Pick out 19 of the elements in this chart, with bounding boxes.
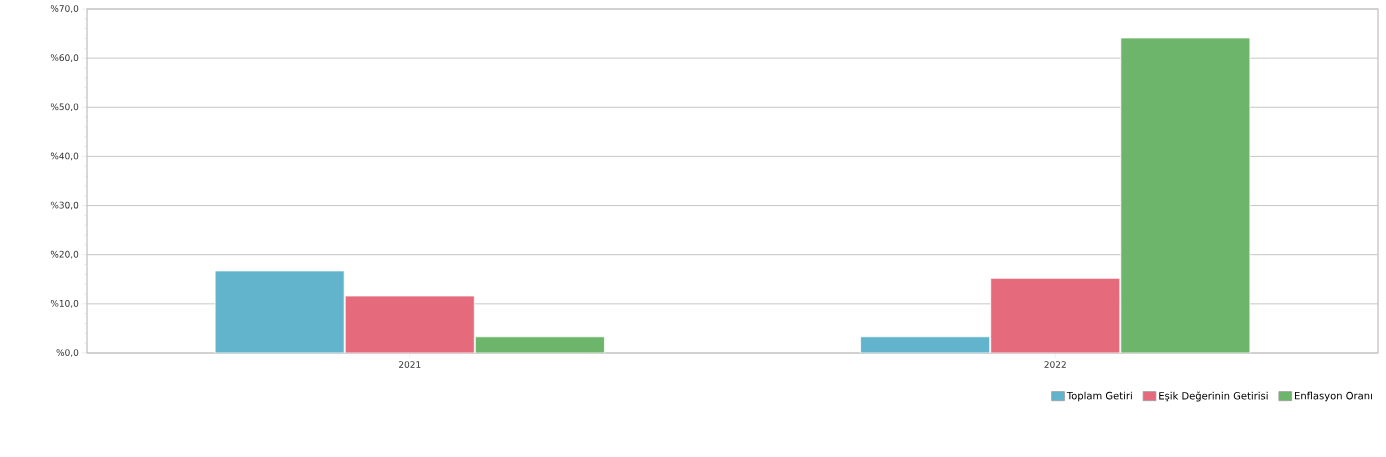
- legend-label: Eşik Değerinin Getirisi: [1159, 391, 1268, 402]
- bar: [474, 336, 605, 353]
- bar: [860, 336, 991, 353]
- y-tick-label: %60,0: [50, 54, 79, 62]
- legend-label: Enflasyon Oranı: [1295, 391, 1372, 402]
- y-tick-label: %50,0: [50, 103, 79, 112]
- x-tick-label: 2021: [399, 361, 421, 368]
- x-tick-label: 2022: [1044, 361, 1066, 368]
- y-tick-label: %0,0: [56, 349, 79, 357]
- y-tick-label: %20,0: [50, 250, 79, 259]
- y-tick-label: %40,0: [50, 152, 79, 161]
- bar: [344, 295, 475, 353]
- bar: [214, 270, 345, 353]
- bar: [990, 277, 1121, 353]
- y-tick-label: %70,0: [50, 5, 79, 13]
- bar: [1120, 37, 1251, 353]
- legend-label: Toplam Getiri: [1066, 391, 1132, 402]
- y-tick-label: %10,0: [50, 299, 79, 308]
- y-tick-label: %30,0: [50, 201, 79, 210]
